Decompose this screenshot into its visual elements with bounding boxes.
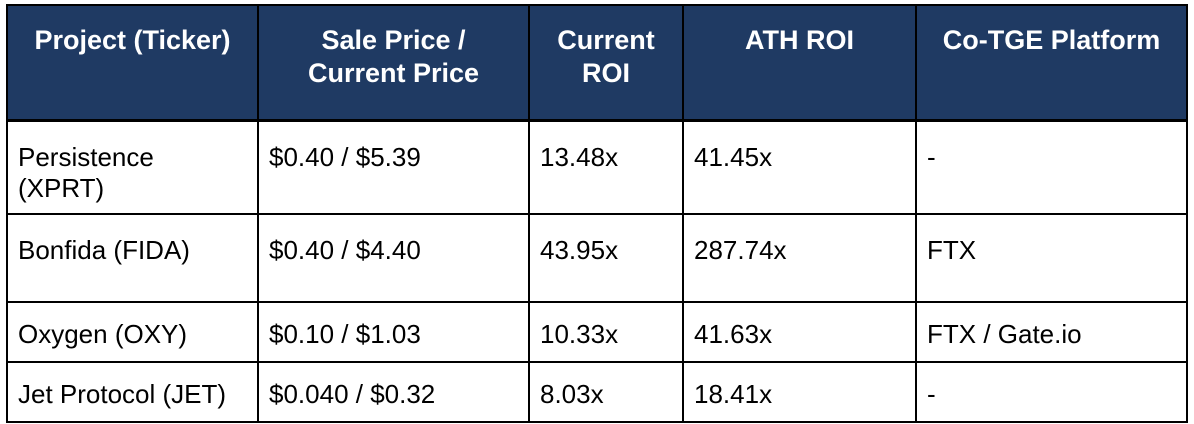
table-row: Oxygen (OXY) $0.10 / $1.03 10.33x 41.63x…: [6, 301, 1188, 363]
cell-ath-roi: 41.63x: [682, 301, 917, 363]
roi-table: Project (Ticker) Sale Price / Current Pr…: [6, 4, 1188, 423]
cell-price: $0.40 / $4.40: [257, 213, 530, 303]
cell-current-roi: 8.03x: [528, 361, 684, 423]
cell-price: $0.040 / $0.32: [257, 361, 530, 423]
cell-price: $0.10 / $1.03: [257, 301, 530, 363]
table-row: Persistence (XPRT) $0.40 / $5.39 13.48x …: [6, 119, 1188, 215]
cell-current-roi: 10.33x: [528, 301, 684, 363]
cell-project: Bonfida (FIDA): [6, 213, 259, 303]
cell-current-roi: 13.48x: [528, 119, 684, 215]
table-row: Bonfida (FIDA) $0.40 / $4.40 43.95x 287.…: [6, 213, 1188, 303]
cell-platform: -: [915, 361, 1188, 423]
cell-ath-roi: 41.45x: [682, 119, 917, 215]
cell-project: Persistence (XPRT): [6, 119, 259, 215]
cell-ath-roi: 287.74x: [682, 213, 917, 303]
cell-project: Jet Protocol (JET): [6, 361, 259, 423]
cell-ath-roi: 18.41x: [682, 361, 917, 423]
cell-price: $0.40 / $5.39: [257, 119, 530, 215]
header-co-tge-platform: Co-TGE Platform: [915, 4, 1188, 122]
table-header: Project (Ticker) Sale Price / Current Pr…: [6, 4, 1188, 122]
header-ath-roi: ATH ROI: [682, 4, 917, 122]
cell-current-roi: 43.95x: [528, 213, 684, 303]
cell-project: Oxygen (OXY): [6, 301, 259, 363]
table-body: Persistence (XPRT) $0.40 / $5.39 13.48x …: [6, 119, 1188, 423]
roi-table-container: Project (Ticker) Sale Price / Current Pr…: [6, 4, 1188, 423]
header-row: Project (Ticker) Sale Price / Current Pr…: [6, 4, 1188, 122]
cell-platform: FTX / Gate.io: [915, 301, 1188, 363]
header-sale-current-price: Sale Price / Current Price: [257, 4, 530, 122]
table-row: Jet Protocol (JET) $0.040 / $0.32 8.03x …: [6, 361, 1188, 423]
cell-platform: -: [915, 119, 1188, 215]
header-current-roi: Current ROI: [528, 4, 684, 122]
cell-platform: FTX: [915, 213, 1188, 303]
header-project-ticker: Project (Ticker): [6, 4, 259, 122]
